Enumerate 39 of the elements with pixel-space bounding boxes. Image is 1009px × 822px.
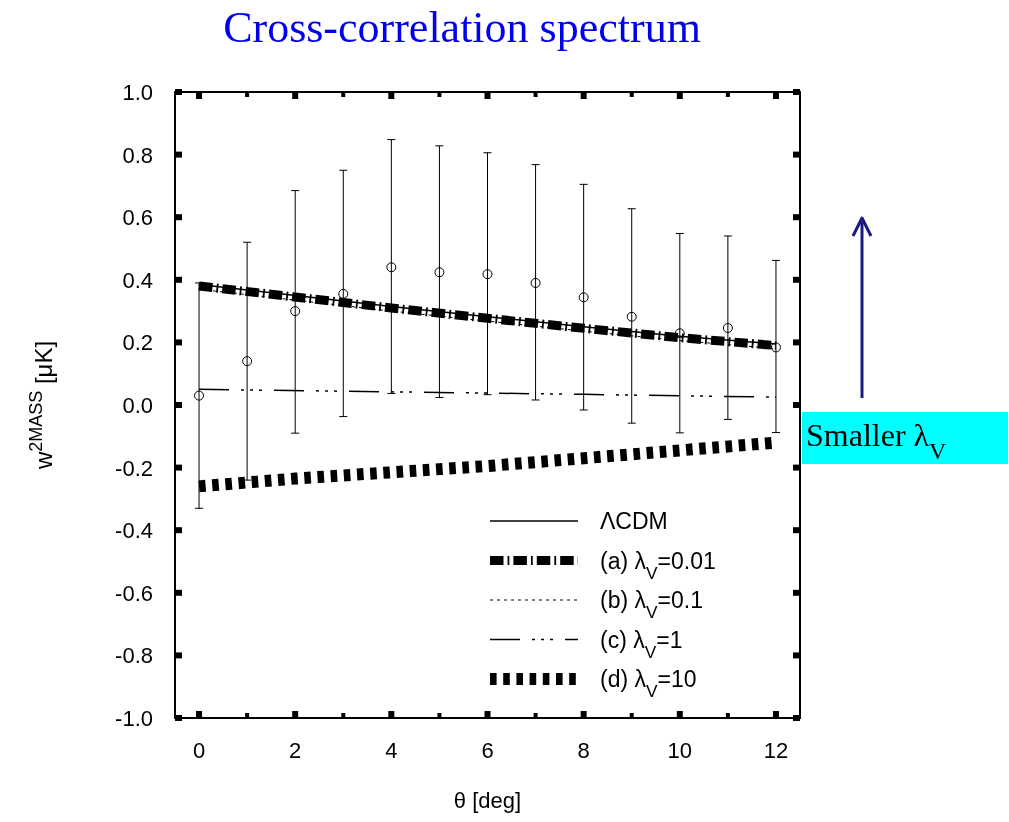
point [626,311,637,322]
y-tick-label: -1.0 [115,706,153,731]
point [194,390,205,401]
y-tick-label: 0.6 [122,205,153,231]
point [578,292,589,303]
y-tick-label: 1.0 [122,80,153,105]
y-tick-label: -0.2 [115,455,153,481]
x-tick-label: 12 [763,738,789,763]
x-tick-label: 10 [667,738,693,763]
y-tick-label: -0.8 [115,643,153,669]
x-tick-label: 8 [577,738,590,763]
y-tick-label: 0.4 [122,267,153,293]
point [434,267,445,278]
y-tick-label: 0.8 [122,142,153,168]
x-tick-label: 0 [192,738,206,763]
point [770,342,781,353]
legend-label: (c) λ$_{V}$=1 [600,626,683,662]
y-tick-label: -0.6 [115,580,153,606]
legend-label: ΛCDM [600,508,668,534]
point [290,306,301,317]
point [722,323,733,333]
x-tick-label: 6 [481,738,494,763]
x-axis-title: θ [deg] [453,788,522,813]
legend-label: (d) λ$_{V}$=10 [600,666,697,701]
legend-label: (b) λ$_{V}$=0.1 [600,587,703,622]
point [482,269,493,280]
y-tick-label: 0.0 [122,393,153,418]
y-tick-label: 0.2 [122,330,153,356]
y-tick-label: -0.4 [115,518,153,544]
x-tick-label: 2 [289,738,302,763]
point [674,328,685,339]
point [338,288,349,299]
x-tick-label: 4 [385,738,398,763]
point [242,356,253,367]
point [386,262,397,273]
text: Smaller λ$_{V}$ [806,417,948,464]
legend-label: (a) λ$_{V}$=0.01 [600,547,716,583]
point [530,277,541,288]
chart-title: Cross-correlation spectrum [223,3,701,52]
